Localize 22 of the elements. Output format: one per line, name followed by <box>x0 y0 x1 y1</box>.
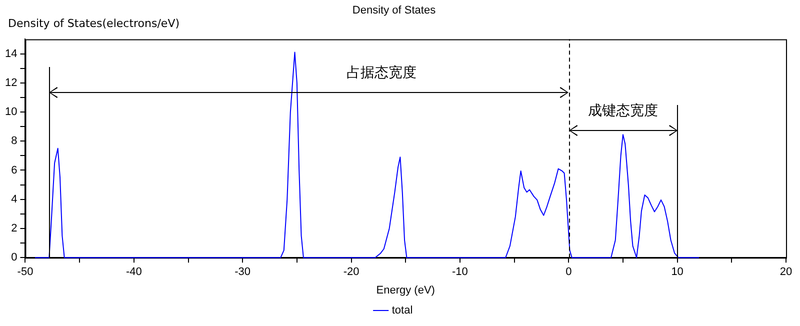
x-tick-label: -20 <box>343 266 360 278</box>
x-tick-label: -50 <box>17 266 34 278</box>
y-tick-label: 6 <box>11 164 18 176</box>
y-tick-label: 8 <box>11 135 18 148</box>
y-tick-label: 14 <box>4 48 18 60</box>
y-tick-label: 12 <box>4 76 18 89</box>
chart-title: Density of States <box>352 4 436 17</box>
x-tick-label: -10 <box>452 266 468 278</box>
annotation: 成键态宽度 <box>588 102 658 120</box>
x-axis-title: Energy (eV) <box>376 284 435 296</box>
x-tick-label: -40 <box>126 266 142 278</box>
x-tick-label: 0 <box>566 266 572 278</box>
annotation: 占据态宽度 <box>346 64 417 82</box>
y-tick-label: 10 <box>4 106 18 118</box>
legend-label: total <box>392 304 413 317</box>
y-tick-label: 0 <box>11 252 18 264</box>
x-tick-label: 20 <box>780 266 792 278</box>
y-tick-label: 4 <box>11 193 18 206</box>
y-tick-label: 2 <box>11 222 18 235</box>
x-tick-label: -30 <box>234 266 251 278</box>
y-axis-title: Density of States(electrons/eV) <box>8 17 180 30</box>
x-tick-label: 10 <box>671 266 684 278</box>
